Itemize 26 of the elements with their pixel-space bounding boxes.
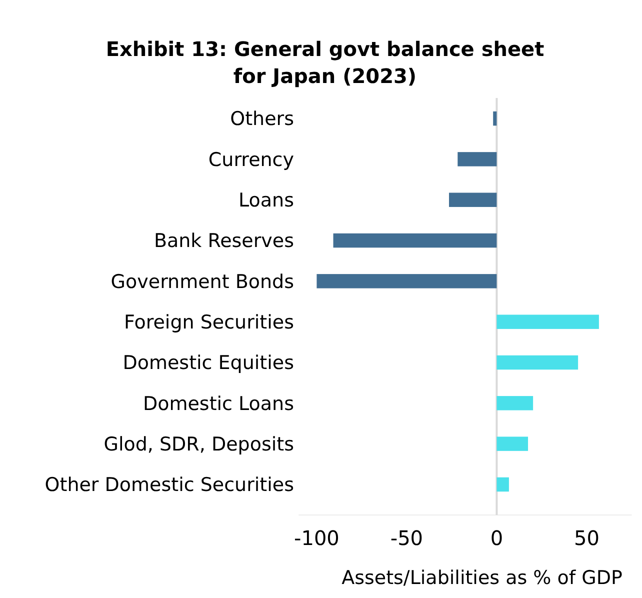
bar	[316, 274, 497, 288]
x-tick-label: 0	[490, 526, 504, 550]
x-tick-label: -50	[390, 526, 424, 550]
x-tick-label: 50	[574, 526, 600, 550]
y-tick-label: Others	[230, 108, 294, 130]
bar	[496, 477, 509, 492]
bar	[496, 396, 534, 410]
y-tick-label: Bank Reserves	[154, 230, 294, 252]
bar	[458, 152, 497, 166]
x-tick-label: -100	[294, 526, 340, 550]
y-tick-label: Foreign Securities	[124, 311, 294, 334]
y-tick-label: Government Bonds	[110, 270, 294, 293]
chart-title: Exhibit 13: General govt balance sheet for Japan (2023)	[106, 37, 545, 88]
y-tick-label: Domestic Loans	[142, 392, 294, 415]
bar	[496, 355, 578, 370]
bar	[496, 314, 599, 329]
bar	[333, 233, 497, 248]
y-tick-label: Domestic Equities	[122, 352, 294, 374]
y-tick-label: Loans	[238, 190, 294, 212]
y-tick-label: Currency	[208, 148, 294, 171]
bar	[449, 192, 497, 207]
bar	[496, 436, 528, 451]
y-tick-label: Glod, SDR, Deposits	[104, 433, 294, 456]
bar	[493, 111, 497, 126]
y-tick-label: Other Domestic Securities	[44, 474, 294, 496]
x-axis-title: Assets/Liabilities as % of GDP	[342, 567, 622, 589]
